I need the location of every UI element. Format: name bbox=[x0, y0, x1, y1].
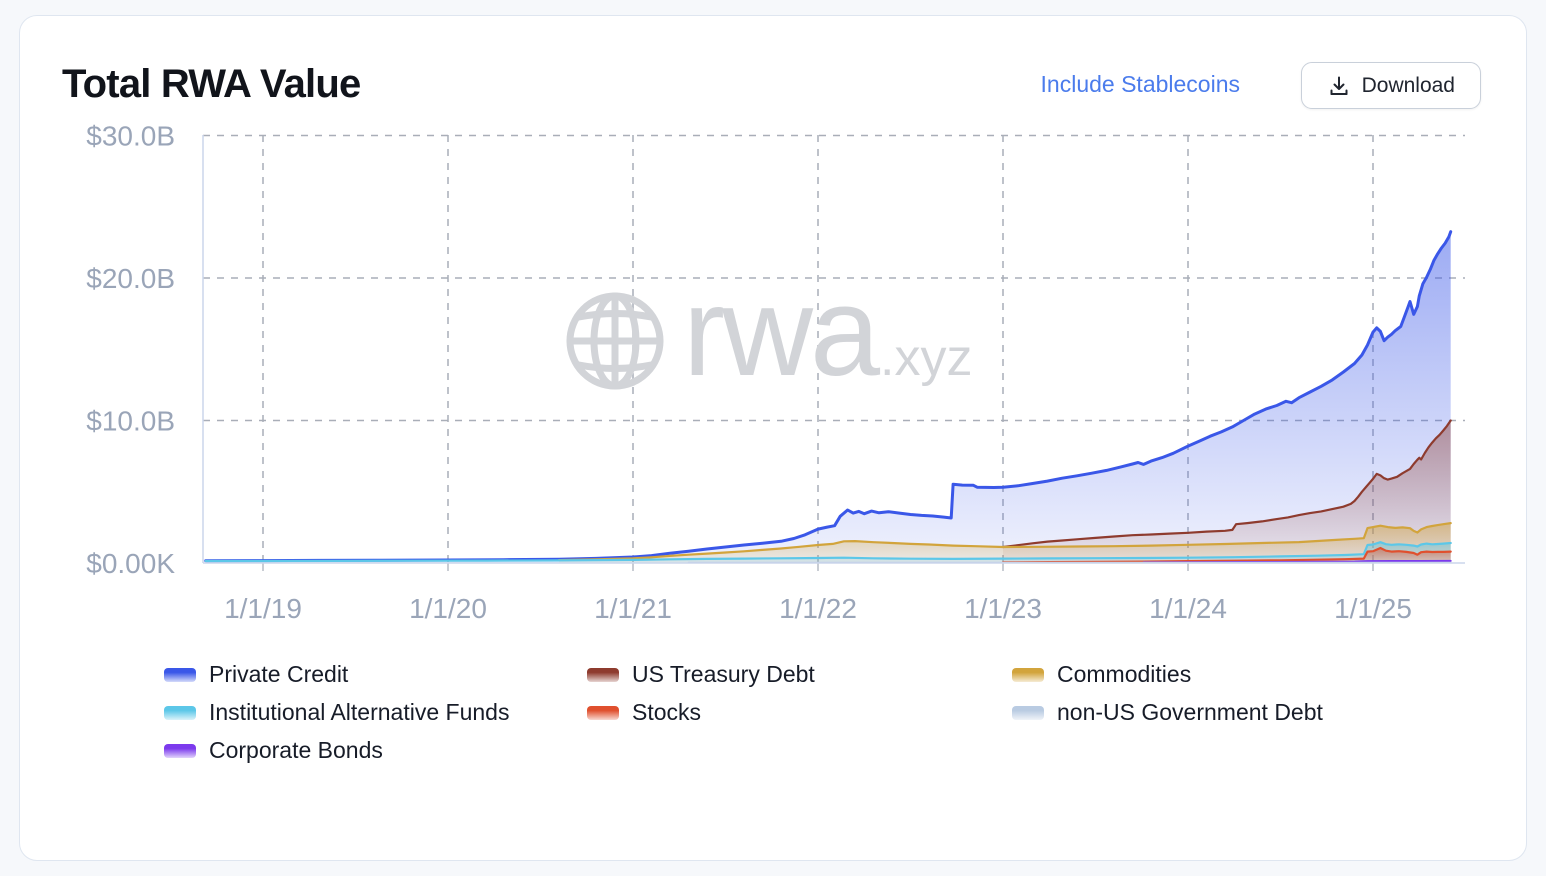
legend-label: Corporate Bonds bbox=[209, 737, 383, 763]
y-axis-label: $30.0B bbox=[86, 121, 175, 152]
legend-column: Private Credit Institutional Alternative … bbox=[164, 660, 509, 765]
series-line-commodities[interactable] bbox=[557, 522, 1452, 562]
legend-swatch-non_us_gov bbox=[1012, 705, 1044, 720]
x-axis-label: 1/1/20 bbox=[409, 593, 487, 624]
globe-icon bbox=[566, 292, 664, 390]
watermark-suffix: .xyz bbox=[880, 329, 972, 387]
series-area-commodities[interactable] bbox=[559, 523, 1451, 563]
series-line-stocks[interactable] bbox=[1001, 546, 1452, 564]
legend-item-corporate_bonds[interactable]: Corporate Bonds bbox=[164, 736, 509, 765]
download-button[interactable]: Download bbox=[1300, 62, 1481, 109]
axis-labels: $0.00K $10.0B $20.0B $30.0B 1/1/19 1/1/20 1/1/… bbox=[86, 121, 1412, 625]
download-icon bbox=[1327, 74, 1351, 98]
x-axis-label: 1/1/22 bbox=[779, 593, 857, 624]
legend-swatch-stocks bbox=[587, 705, 619, 720]
legend-item-non_us_gov[interactable]: non-US Government Debt bbox=[1012, 698, 1323, 727]
legend-item-private_credit[interactable]: Private Credit bbox=[164, 660, 509, 689]
legend-column: US Treasury Debt Stocks bbox=[587, 660, 815, 727]
y-axis-label: $0.00K bbox=[86, 548, 175, 579]
watermark-brand: rwa bbox=[683, 261, 881, 402]
y-axis-label: $20.0B bbox=[86, 263, 175, 294]
legend-swatch-inst_alt bbox=[164, 705, 196, 720]
series-area-private_credit[interactable] bbox=[205, 231, 1451, 563]
legend-label: Stocks bbox=[632, 699, 702, 725]
series-line-private_credit[interactable] bbox=[204, 230, 1453, 563]
legend-label: US Treasury Debt bbox=[632, 661, 815, 687]
page-title: Total RWA Value bbox=[62, 62, 361, 106]
download-label: Download bbox=[1361, 73, 1455, 97]
series-line-us_treasury[interactable] bbox=[1001, 419, 1452, 549]
axis-lines bbox=[202, 135, 1465, 564]
legend-column: Commodities non-US Government Debt bbox=[1012, 660, 1323, 727]
legend-label: Private Credit bbox=[209, 661, 349, 687]
legend-item-inst_alt[interactable]: Institutional Alternative Funds bbox=[164, 698, 509, 727]
x-axis-label: 1/1/19 bbox=[224, 593, 302, 624]
legend-label: non-US Government Debt bbox=[1057, 699, 1323, 725]
watermark: rwa .xyz bbox=[566, 261, 972, 402]
x-axis-label: 1/1/21 bbox=[594, 593, 672, 624]
series-line-inst_alt[interactable] bbox=[204, 541, 1452, 563]
legend-item-us_treasury[interactable]: US Treasury Debt bbox=[587, 660, 815, 689]
x-axis-label: 1/1/24 bbox=[1149, 593, 1227, 624]
plot-area[interactable] bbox=[204, 230, 1453, 564]
legend-item-stocks[interactable]: Stocks bbox=[587, 698, 815, 727]
x-axis-label: 1/1/23 bbox=[964, 593, 1042, 624]
include-stablecoins-toggle[interactable]: Include Stablecoins bbox=[1040, 71, 1240, 97]
y-axis-label: $10.0B bbox=[86, 406, 175, 437]
series-area-us_treasury[interactable] bbox=[1003, 420, 1451, 564]
legend-label: Commodities bbox=[1057, 661, 1192, 687]
legend-swatch-corporate_bonds bbox=[164, 743, 196, 758]
legend-label: Institutional Alternative Funds bbox=[209, 699, 510, 725]
x-axis-label: 1/1/25 bbox=[1334, 593, 1412, 624]
legend-item-commodities[interactable]: Commodities bbox=[1012, 660, 1323, 689]
legend-swatch-private_credit bbox=[164, 667, 196, 682]
legend-swatch-commodities bbox=[1012, 667, 1044, 682]
legend-swatch-us_treasury bbox=[587, 667, 619, 682]
